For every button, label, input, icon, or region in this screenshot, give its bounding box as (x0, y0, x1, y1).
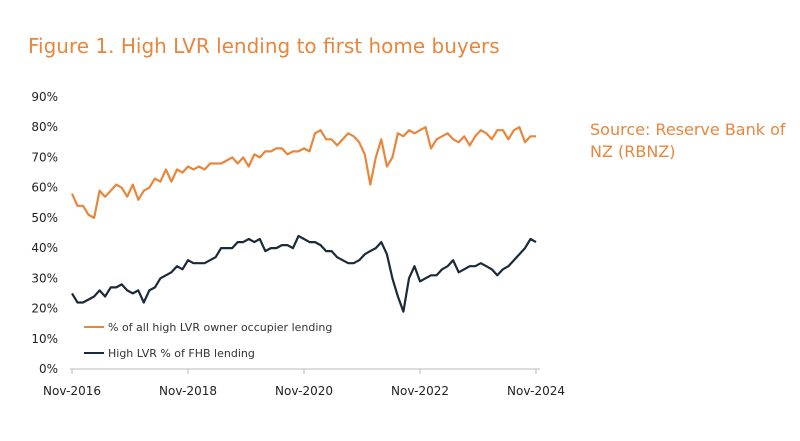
y-tick-label: 40% (31, 241, 58, 255)
legend: % of all high LVR owner occupier lending… (84, 321, 332, 360)
chart-title: Figure 1. High LVR lending to first home… (28, 34, 500, 58)
y-tick-label: 90% (31, 90, 58, 104)
legend-label-fhb: High LVR % of FHB lending (108, 347, 255, 360)
y-tick-label: 60% (31, 181, 58, 195)
y-axis-labels: 0% 10% 20% 30% 40% 50% 60% 70% 80% 90% (31, 90, 58, 376)
y-tick-label: 20% (31, 302, 58, 316)
x-tick-label: Nov-2022 (391, 384, 449, 398)
y-tick-label: 0% (39, 362, 58, 376)
x-axis-labels: Nov-2016 Nov-2018 Nov-2020 Nov-2022 Nov-2024 (43, 384, 565, 398)
y-tick-label: 80% (31, 120, 58, 134)
x-axis-ticks (71, 369, 537, 374)
y-tick-label: 50% (31, 211, 58, 225)
x-tick-label: Nov-2024 (507, 384, 565, 398)
series-line-owner-occupier (70, 126, 536, 219)
x-tick-label: Nov-2018 (159, 384, 217, 398)
source-note: Source: Reserve Bank of NZ (RBNZ) (590, 120, 786, 161)
y-tick-label: 70% (31, 150, 58, 164)
series-line-fhb (71, 234, 537, 313)
legend-label-owner-occupier: % of all high LVR owner occupier lending (108, 321, 332, 334)
y-tick-label: 10% (31, 332, 58, 346)
x-tick-label: Nov-2020 (275, 384, 333, 398)
y-tick-label: 30% (31, 271, 58, 285)
x-tick-label: Nov-2016 (43, 384, 101, 398)
